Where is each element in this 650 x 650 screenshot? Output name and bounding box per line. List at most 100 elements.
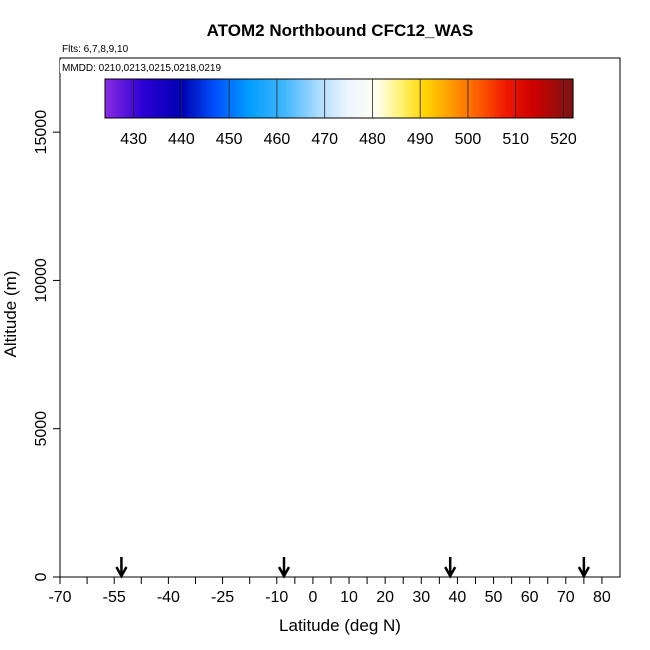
sample-marker (544, 377, 547, 380)
sample-marker (427, 452, 430, 455)
sample-marker (106, 374, 109, 377)
colorbar-segment (193, 79, 196, 118)
heatmap-cell (242, 417, 255, 424)
heatmap-cell (470, 565, 492, 572)
heatmap-cell (134, 482, 159, 489)
heatmap-cell (73, 275, 91, 282)
heatmap-cell (293, 298, 316, 305)
heatmap-cell (319, 458, 340, 465)
sample-marker (269, 498, 272, 501)
heatmap-cell (386, 536, 396, 543)
sample-marker (423, 267, 426, 270)
heatmap-cell (218, 482, 242, 489)
heatmap-cell (356, 536, 375, 543)
heatmap-cell (386, 435, 409, 442)
sample-marker (391, 568, 394, 571)
sample-marker (585, 382, 588, 385)
heatmap-cell (431, 310, 447, 317)
heatmap-cell (444, 381, 456, 388)
heatmap-cell (408, 310, 421, 317)
heatmap-cell (570, 541, 595, 548)
sample-marker (515, 379, 518, 382)
heatmap-cell (477, 316, 502, 323)
colorbar-segment (325, 79, 328, 118)
heatmap-cell (423, 275, 442, 282)
heatmap-cell (227, 263, 242, 270)
heatmap-cell (280, 476, 305, 483)
sample-marker (469, 547, 472, 550)
heatmap-cell (60, 494, 75, 501)
heatmap-cell (208, 452, 231, 459)
heatmap-cell (373, 298, 398, 305)
heatmap-cell (512, 328, 530, 335)
colorbar-segment (479, 79, 482, 118)
heatmap-cell (450, 358, 466, 365)
heatmap-cell (395, 316, 406, 323)
heatmap-cell (347, 452, 370, 459)
y-tick-label: 10000 (33, 258, 50, 303)
heatmap-cell (233, 476, 251, 483)
heatmap-cell (275, 417, 284, 424)
heatmap-cell (197, 530, 205, 537)
heatmap-cell (359, 447, 382, 454)
heatmap-cell (360, 263, 380, 270)
heatmap-cell (331, 536, 356, 543)
heatmap-cell (353, 328, 375, 335)
heatmap-cell (604, 334, 606, 341)
colorbar-segment (377, 79, 380, 118)
heatmap-cell (101, 328, 114, 335)
colorbar-segment (549, 79, 552, 118)
heatmap-cell (365, 435, 387, 442)
heatmap-cell (327, 251, 348, 257)
heatmap-cell (190, 364, 201, 371)
heatmap-cell (373, 316, 396, 323)
sample-marker (566, 502, 569, 505)
heatmap-cell (137, 494, 146, 501)
heatmap-cell (75, 340, 87, 347)
heatmap-cell (465, 387, 488, 394)
heatmap-cell (546, 494, 558, 501)
heatmap-cell (227, 405, 253, 412)
heatmap-cell (205, 411, 215, 418)
sample-marker (503, 386, 506, 389)
heatmap-cell (243, 227, 260, 234)
sample-marker (343, 420, 346, 423)
colorbar-segment (497, 79, 500, 118)
heatmap-cell (231, 553, 253, 560)
sample-marker (244, 541, 247, 544)
colorbar-segment (203, 79, 206, 118)
heatmap-cell (533, 429, 541, 436)
heatmap-cell (288, 239, 299, 246)
heatmap-cell (284, 245, 299, 252)
heatmap-cell (223, 506, 231, 513)
heatmap-cell (590, 346, 604, 353)
colorbar-segment (115, 79, 118, 118)
heatmap-cell (412, 506, 433, 513)
colorbar-segment (367, 79, 370, 118)
heatmap-cell (366, 369, 376, 376)
heatmap-cell (519, 292, 543, 299)
heatmap-cell (533, 488, 551, 495)
colorbar-segment (161, 79, 164, 118)
heatmap-cell (110, 488, 120, 495)
colorbar-segment (563, 79, 566, 118)
colorbar-segment (537, 79, 540, 118)
heatmap-cell (240, 286, 260, 293)
heatmap-cell (245, 358, 268, 365)
heatmap-cell (288, 251, 310, 257)
heatmap-cell (60, 393, 74, 400)
heatmap-cell (183, 405, 193, 412)
heatmap-cell (279, 209, 287, 216)
colorbar-segment (463, 79, 466, 118)
sample-marker (578, 527, 581, 530)
heatmap-cell (327, 482, 342, 489)
heatmap-cell (309, 541, 319, 548)
heatmap-cell (338, 458, 351, 465)
heatmap-cell (479, 553, 500, 560)
heatmap-cell (346, 423, 360, 430)
heatmap-cell (360, 227, 372, 234)
sample-marker (413, 323, 416, 326)
heatmap-cell (378, 488, 398, 495)
heatmap-cell (125, 494, 138, 501)
colorbar-segment (217, 79, 220, 118)
